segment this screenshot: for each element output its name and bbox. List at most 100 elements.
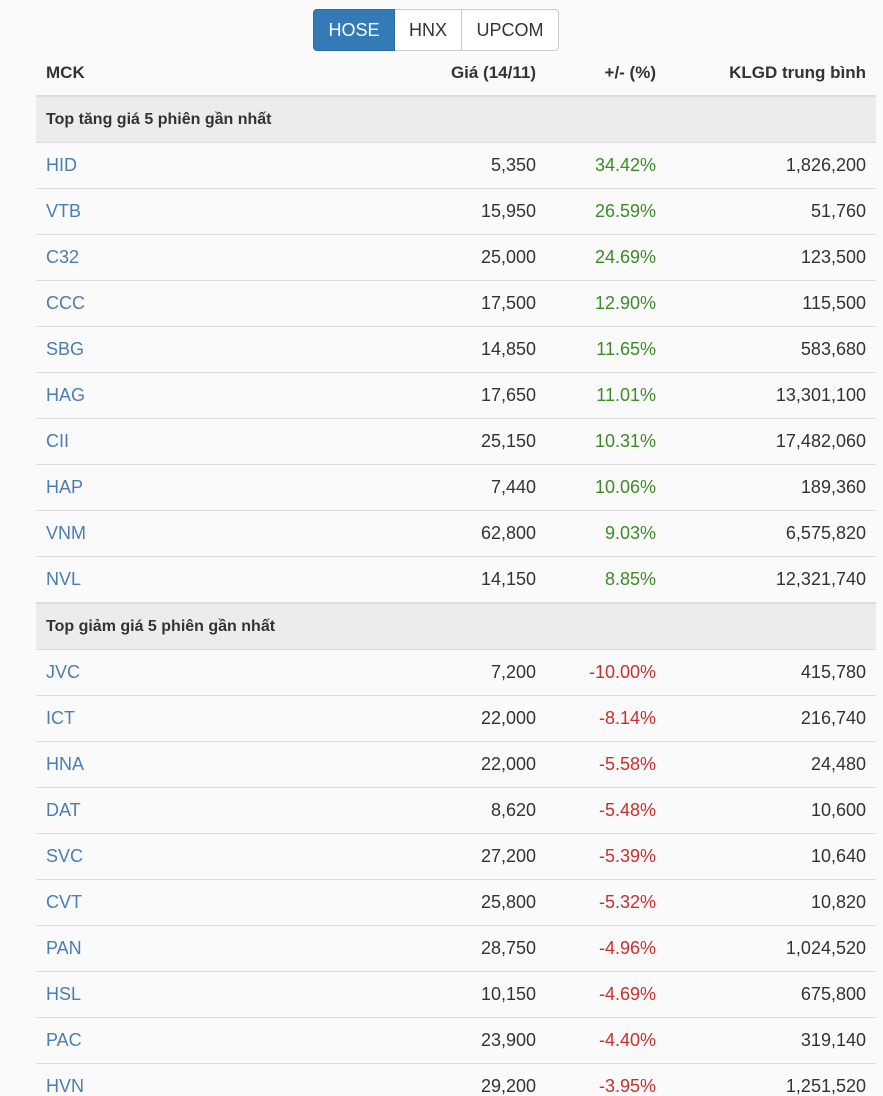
symbol-link[interactable]: NVL xyxy=(46,569,82,589)
table-row: HVN 29,200 -3.95% 1,251,520 xyxy=(36,1063,876,1096)
price-cell: 23,900 xyxy=(196,1017,546,1064)
volume-cell: 10,600 xyxy=(666,787,876,834)
table-row: C32 25,000 24.69% 123,500 xyxy=(36,234,876,281)
section-title: Top tăng giá 5 phiên gần nhất xyxy=(36,95,876,143)
section-title: Top giảm giá 5 phiên gần nhất xyxy=(36,602,876,650)
symbol-link[interactable]: ICT xyxy=(46,708,75,728)
symbol-link[interactable]: HNA xyxy=(46,754,85,774)
stock-table: MCK Giá (14/11) +/- (%) KLGD trung bình … xyxy=(36,51,876,1096)
symbol-link[interactable]: JVC xyxy=(46,662,81,682)
volume-cell: 675,800 xyxy=(666,971,876,1018)
symbol-cell: HAP xyxy=(36,464,196,511)
tab-hose[interactable]: HOSE xyxy=(313,9,395,51)
table-row: PAN 28,750 -4.96% 1,024,520 xyxy=(36,925,876,972)
table-row: JVC 7,200 -10.00% 415,780 xyxy=(36,649,876,696)
section-top-losers: Top giảm giá 5 phiên gần nhất xyxy=(36,602,876,650)
table-row: HAP 7,440 10.06% 189,360 xyxy=(36,464,876,511)
volume-cell: 415,780 xyxy=(666,649,876,696)
tab-hnx[interactable]: HNX xyxy=(394,9,462,51)
symbol-cell: NVL xyxy=(36,556,196,603)
table-row: NVL 14,150 8.85% 12,321,740 xyxy=(36,556,876,603)
price-cell: 7,200 xyxy=(196,649,546,696)
price-cell: 25,800 xyxy=(196,879,546,926)
change-cell: -5.48% xyxy=(546,787,666,834)
price-cell: 5,350 xyxy=(196,142,546,189)
change-cell: 26.59% xyxy=(546,188,666,235)
price-cell: 15,950 xyxy=(196,188,546,235)
volume-cell: 189,360 xyxy=(666,464,876,511)
price-cell: 10,150 xyxy=(196,971,546,1018)
symbol-link[interactable]: CCC xyxy=(46,293,85,313)
volume-cell: 1,251,520 xyxy=(666,1063,876,1096)
price-cell: 62,800 xyxy=(196,510,546,557)
table-row: CVT 25,800 -5.32% 10,820 xyxy=(36,879,876,926)
table-row: HNA 22,000 -5.58% 24,480 xyxy=(36,741,876,788)
symbol-link[interactable]: HID xyxy=(46,155,77,175)
table-row: CII 25,150 10.31% 17,482,060 xyxy=(36,418,876,465)
volume-cell: 24,480 xyxy=(666,741,876,788)
symbol-link[interactable]: VTB xyxy=(46,201,82,221)
change-cell: 11.01% xyxy=(546,372,666,419)
price-cell: 7,440 xyxy=(196,464,546,511)
change-cell: -8.14% xyxy=(546,695,666,742)
symbol-cell: HID xyxy=(36,142,196,189)
table-header-row: MCK Giá (14/11) +/- (%) KLGD trung bình xyxy=(36,51,876,97)
price-cell: 25,150 xyxy=(196,418,546,465)
table-row: SVC 27,200 -5.39% 10,640 xyxy=(36,833,876,880)
volume-cell: 51,760 xyxy=(666,188,876,235)
change-cell: 10.06% xyxy=(546,464,666,511)
volume-cell: 216,740 xyxy=(666,695,876,742)
symbol-cell: CII xyxy=(36,418,196,465)
symbol-link[interactable]: PAC xyxy=(46,1030,82,1050)
table-row: SBG 14,850 11.65% 583,680 xyxy=(36,326,876,373)
volume-cell: 123,500 xyxy=(666,234,876,281)
symbol-cell: CCC xyxy=(36,280,196,327)
change-cell: -5.32% xyxy=(546,879,666,926)
price-cell: 25,000 xyxy=(196,234,546,281)
symbol-link[interactable]: C32 xyxy=(46,247,80,267)
symbol-link[interactable]: HAG xyxy=(46,385,86,405)
price-cell: 28,750 xyxy=(196,925,546,972)
symbol-link[interactable]: HSL xyxy=(46,984,82,1004)
price-cell: 22,000 xyxy=(196,695,546,742)
exchange-tabs: HOSE HNX UPCOM xyxy=(313,9,559,51)
table-row: VNM 62,800 9.03% 6,575,820 xyxy=(36,510,876,557)
symbol-link[interactable]: VNM xyxy=(46,523,86,543)
symbol-cell: VNM xyxy=(36,510,196,557)
table-row: HAG 17,650 11.01% 13,301,100 xyxy=(36,372,876,419)
symbol-cell: DAT xyxy=(36,787,196,834)
symbol-link[interactable]: SBG xyxy=(46,339,85,359)
price-cell: 22,000 xyxy=(196,741,546,788)
symbol-cell: CVT xyxy=(36,879,196,926)
symbol-cell: PAC xyxy=(36,1017,196,1064)
header-price: Giá (14/11) xyxy=(196,51,546,97)
change-cell: 12.90% xyxy=(546,280,666,327)
volume-cell: 12,321,740 xyxy=(666,556,876,603)
volume-cell: 1,826,200 xyxy=(666,142,876,189)
change-cell: 11.65% xyxy=(546,326,666,373)
table-row: CCC 17,500 12.90% 115,500 xyxy=(36,280,876,327)
table-row: PAC 23,900 -4.40% 319,140 xyxy=(36,1017,876,1064)
change-cell: -4.69% xyxy=(546,971,666,1018)
table-body: Top tăng giá 5 phiên gần nhất HID 5,350 34.… xyxy=(36,95,876,1096)
header-volume: KLGD trung bình xyxy=(666,51,876,97)
volume-cell: 1,024,520 xyxy=(666,925,876,972)
symbol-link[interactable]: PAN xyxy=(46,938,82,958)
table-row: DAT 8,620 -5.48% 10,600 xyxy=(36,787,876,834)
price-cell: 14,150 xyxy=(196,556,546,603)
volume-cell: 115,500 xyxy=(666,280,876,327)
symbol-link[interactable]: CVT xyxy=(46,892,82,912)
symbol-link[interactable]: HVN xyxy=(46,1076,85,1096)
price-cell: 27,200 xyxy=(196,833,546,880)
change-cell: 9.03% xyxy=(546,510,666,557)
price-cell: 17,650 xyxy=(196,372,546,419)
symbol-link[interactable]: DAT xyxy=(46,800,81,820)
symbol-link[interactable]: CII xyxy=(46,431,70,451)
symbol-link[interactable]: HAP xyxy=(46,477,84,497)
tab-upcom[interactable]: UPCOM xyxy=(461,9,559,51)
change-cell: -3.95% xyxy=(546,1063,666,1096)
header-change: +/- (%) xyxy=(546,51,666,97)
symbol-link[interactable]: SVC xyxy=(46,846,84,866)
change-cell: 24.69% xyxy=(546,234,666,281)
